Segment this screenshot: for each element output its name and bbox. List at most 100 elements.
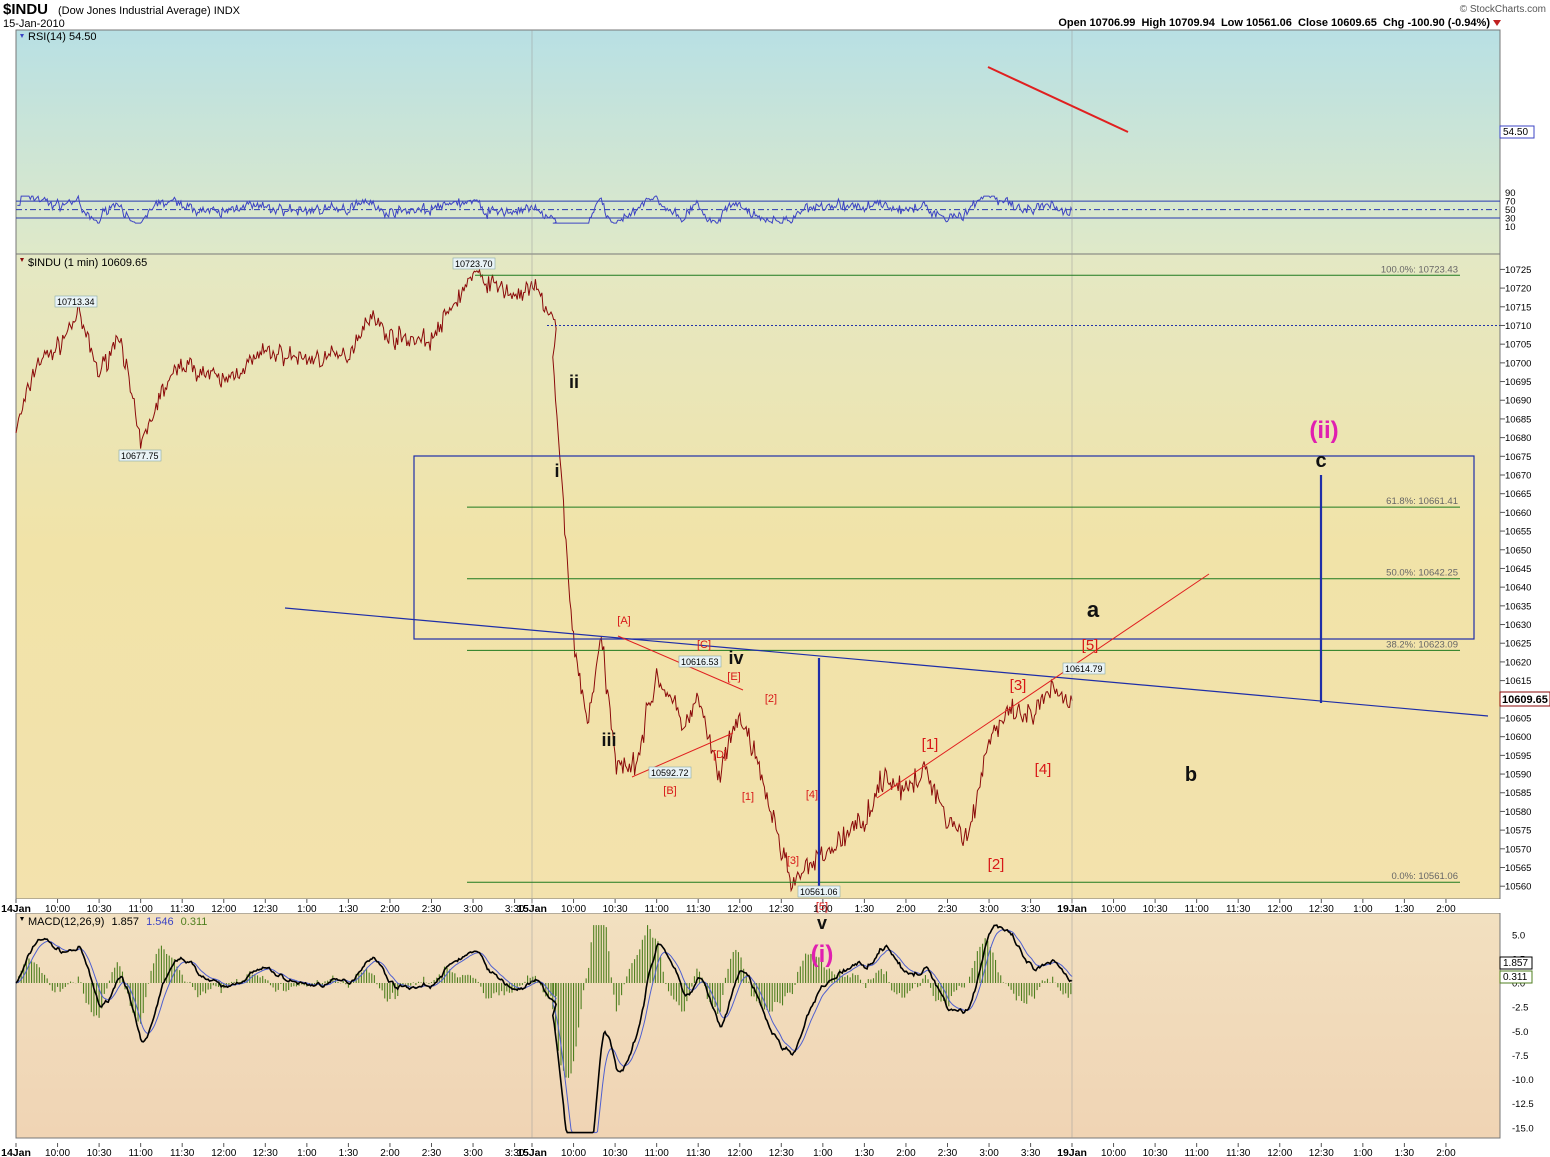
time-axis-top-label: 11:00	[645, 904, 670, 915]
time-axis-top-label: 12:00	[727, 904, 752, 915]
down-arrow-icon	[1493, 20, 1501, 26]
channel-line	[876, 573, 1210, 799]
time-axis-bottom-label: 3:00	[463, 1148, 483, 1157]
price-label-early-low: 10677.75	[118, 449, 162, 462]
price-tick-label: 10570	[1505, 844, 1531, 855]
macd-value-hist: 0.311	[181, 916, 208, 928]
rsi-tick-label: 50	[1505, 205, 1516, 216]
time-axis-bottom-label: 12:00	[1267, 1148, 1292, 1157]
price-tick-label: 10720	[1505, 284, 1531, 295]
svg-text:10723.70: 10723.70	[455, 259, 493, 269]
fib-label: 0.0%: 10561.06	[1391, 871, 1458, 882]
time-axis-top-label: 1:30	[1395, 904, 1415, 915]
time-axis-bottom-label: 10:30	[87, 1148, 112, 1157]
price-tick-label: 10650	[1505, 545, 1531, 556]
time-axis-top-label: 1:00	[813, 904, 833, 915]
time-axis-bottom-label: 19Jan	[1057, 1147, 1087, 1157]
time-axis-bottom-label: 10:30	[1143, 1148, 1168, 1157]
price-tick-label: 10655	[1505, 527, 1531, 538]
time-axis-top-label: 2:00	[1436, 904, 1456, 915]
time-axis-bottom-label: 11:00	[1185, 1148, 1210, 1157]
time-axis-bottom-label: 3:00	[979, 1148, 999, 1157]
macd-tick-label: -15.0	[1512, 1123, 1534, 1134]
price-tick-label: 10615	[1505, 676, 1531, 687]
macd-current-value-2: 0.311	[1503, 972, 1528, 983]
price-tick-label: 10565	[1505, 863, 1531, 874]
wave-label-red-1b: [1]	[922, 736, 939, 753]
price-tick-label: 10575	[1505, 826, 1531, 837]
rsi-tick-label: 10	[1505, 222, 1516, 233]
time-axis-top-label: 11:00	[129, 904, 154, 915]
time-axis-bottom-label: 2:00	[380, 1148, 400, 1157]
wave-label-magenta-i: (i)	[811, 941, 834, 968]
fib-label: 100.0%: 10723.43	[1381, 264, 1458, 275]
time-axis-top-label: 11:00	[1185, 904, 1210, 915]
time-axis-top-label: 10:00	[561, 904, 586, 915]
price-tick-label: 10690	[1505, 396, 1531, 407]
rsi-label: RSI(14) 54.50	[28, 31, 96, 43]
rsi-tick-label: 70	[1505, 197, 1516, 208]
time-axis-top-label: 1:30	[855, 904, 875, 915]
time-axis-bottom-label: 1:30	[855, 1148, 875, 1157]
time-axis-bottom-label: 11:00	[645, 1148, 670, 1157]
wave-label-red-E: [E]	[727, 671, 740, 683]
wave-label-i: i	[554, 461, 559, 481]
price-tick-label: 10620	[1505, 657, 1531, 668]
rsi-toggle-icon[interactable]	[20, 34, 24, 38]
time-axis-top-label: 11:30	[170, 904, 195, 915]
wave-label-red-4b: [4]	[1035, 761, 1052, 778]
price-tick-label: 10680	[1505, 433, 1531, 444]
time-axis-top-label: 2:00	[380, 904, 400, 915]
price-label: $INDU (1 min) 10609.65	[28, 257, 147, 269]
axis-layer: 10725 10720 10715 10710 10705 10700 10695 10690…	[1, 30, 1534, 1157]
wave-label-red-C: [C]	[697, 639, 711, 651]
price-toggle-icon[interactable]	[20, 258, 24, 262]
price-current-box	[1499, 691, 1550, 707]
time-axis-top-label: 1:00	[297, 904, 317, 915]
wave-label-red-4a: [4]	[806, 789, 818, 801]
time-axis-top-label: 12:30	[1309, 904, 1334, 915]
price-current-value: 10609.65	[1502, 694, 1548, 706]
macd-toggle-icon[interactable]	[20, 917, 24, 921]
rsi-trend-line	[987, 66, 1129, 133]
fib-label: 61.8%: 10661.41	[1386, 496, 1458, 507]
price-tick-label: 10715	[1505, 302, 1531, 313]
wave-label-ii: ii	[569, 372, 579, 392]
svg-text:10592.72: 10592.72	[651, 768, 689, 778]
time-axis-top-label: 14Jan	[1, 903, 31, 915]
macd-layer	[15, 924, 1073, 1134]
rsi-tick-label: 30	[1505, 214, 1516, 225]
macd-current-value-1: 1.857	[1503, 958, 1528, 969]
price-tick-label: 10640	[1505, 583, 1531, 594]
svg-text:10614.79: 10614.79	[1065, 664, 1103, 674]
rsi-current-value: 54.50	[1503, 127, 1528, 138]
time-axis-top-label: 10:00	[1101, 904, 1126, 915]
price-tick-label: 10630	[1505, 620, 1531, 631]
time-axis-top-label: 3:30	[505, 904, 525, 915]
time-axis-top-label: 10:30	[87, 904, 112, 915]
time-axis-bottom-label: 1:30	[1395, 1148, 1415, 1157]
wave-label-red-3a: [3]	[787, 855, 799, 867]
time-axis-top-label: 1:30	[339, 904, 359, 915]
price-tick-label: 10580	[1505, 807, 1531, 818]
macd-tick-label: -2.5	[1512, 1003, 1528, 1014]
price-tick-label: 10675	[1505, 452, 1531, 463]
wave-label-magenta-ii: (ii)	[1309, 417, 1338, 444]
price-tick-label: 10605	[1505, 713, 1531, 724]
time-axis-bottom-label: 12:00	[727, 1148, 752, 1157]
rsi-layer	[16, 194, 1500, 225]
time-axis-bottom-label: 11:30	[1226, 1148, 1251, 1157]
trend-line	[284, 607, 1489, 717]
time-axis-bottom-label: 10:00	[45, 1148, 70, 1157]
time-axis-bottom-label: 1:00	[297, 1148, 317, 1157]
time-axis-bottom-label: 1:00	[813, 1148, 833, 1157]
rsi-tick-label: 90	[1505, 188, 1516, 199]
macd-tick-label: -12.5	[1512, 1099, 1534, 1110]
time-axis-top-label: 3:00	[463, 904, 483, 915]
wave-label-red-3b: [3]	[1010, 677, 1027, 694]
ohlc-summary: Open 10706.99 High 10709.94 Low 10561.06…	[1058, 17, 1490, 29]
time-axis-bottom-label: 10:30	[603, 1148, 628, 1157]
macd-value-macd: 1.857	[111, 916, 139, 928]
price-tick-label: 10685	[1505, 414, 1531, 425]
